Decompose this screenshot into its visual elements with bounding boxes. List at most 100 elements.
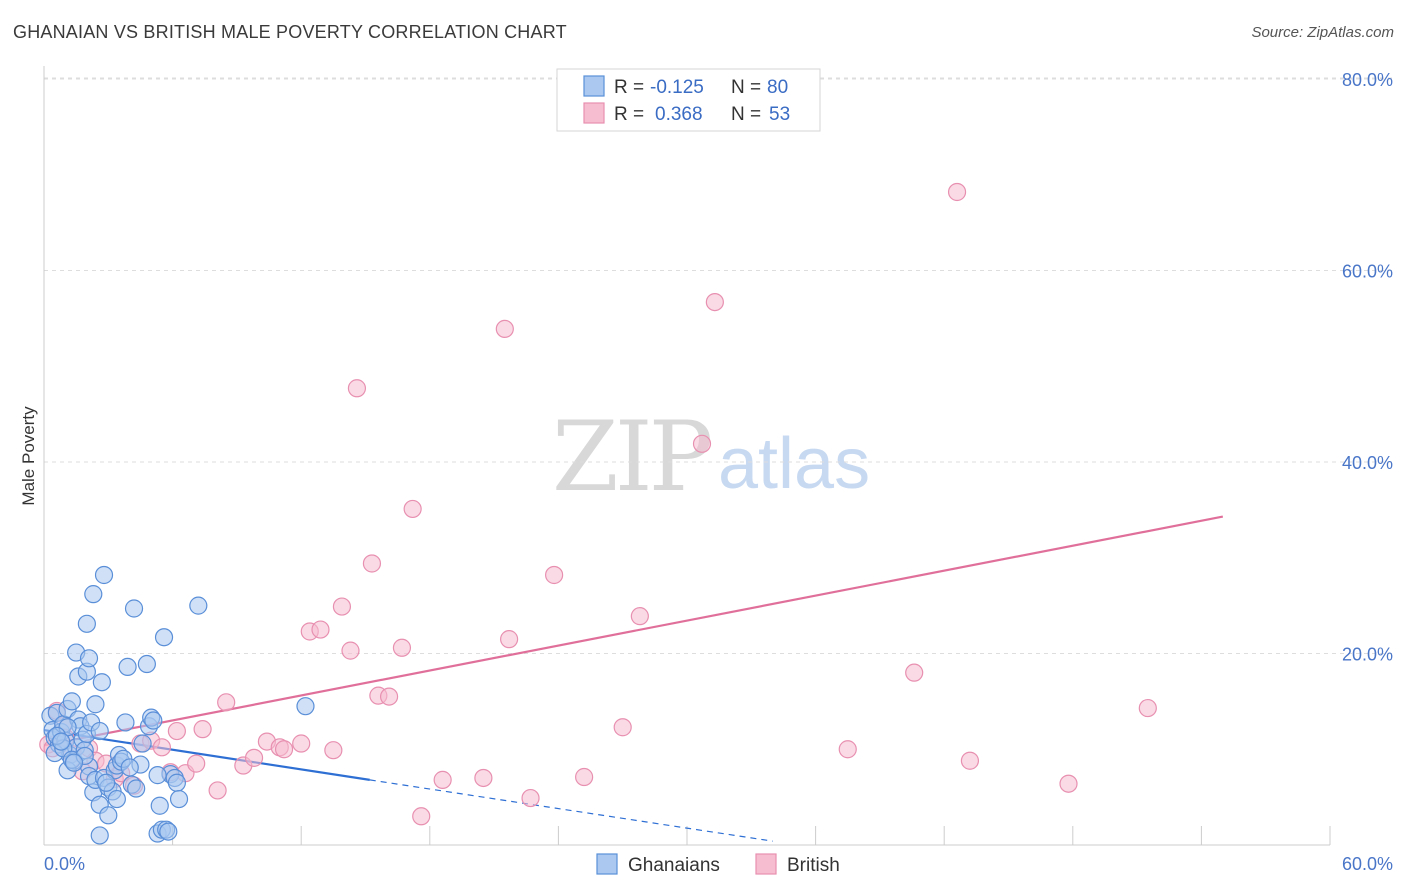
legend-r-value-1: -0.125	[650, 77, 704, 98]
legend-r-label-2: R =	[614, 104, 644, 125]
legend-n-value-1: 80	[767, 77, 788, 98]
british-point	[208, 781, 227, 800]
chart-title: GHANAIAN VS BRITISH MALE POVERTY CORRELA…	[13, 22, 567, 42]
british-point	[474, 768, 493, 788]
british-trend-line	[43, 515, 1224, 747]
british-point	[217, 693, 236, 712]
y-tick-label: 80.0%	[1342, 70, 1393, 90]
source-label: Source: ZipAtlas.com	[1251, 24, 1394, 41]
gridlines	[44, 77, 1392, 654]
ghanaian-point	[107, 789, 126, 809]
british-point	[193, 720, 212, 739]
british-point	[433, 770, 452, 789]
ghanaian-point	[116, 713, 135, 732]
british-point	[495, 319, 514, 339]
ghanaian-point	[124, 599, 144, 618]
british-point	[379, 687, 399, 706]
ghanaian-point	[118, 657, 137, 677]
y-tick-labels: 20.0% 40.0% 60.0% 80.0%	[1342, 70, 1393, 665]
ghanaian-point	[64, 753, 84, 772]
ghanaian-point	[154, 628, 174, 647]
x-tick-label: 60.0%	[1342, 854, 1393, 874]
british-point	[947, 182, 967, 202]
legend-n-label-2: N =	[731, 104, 761, 125]
legend-british-label: British	[787, 855, 840, 876]
y-tick-label: 40.0%	[1342, 453, 1393, 473]
x-tick-labels: 0.0% 60.0%	[44, 854, 1393, 874]
british-point	[630, 607, 649, 626]
legend-swatch-pink	[583, 102, 605, 124]
ghanaian-point	[86, 695, 105, 714]
ghanaian-point	[133, 734, 152, 753]
british-point	[960, 751, 980, 770]
ghanaian-point	[77, 614, 96, 633]
ghanaian-point	[189, 596, 208, 615]
british-point	[187, 754, 206, 773]
ghanaian-point	[62, 692, 81, 711]
ghanaian-point	[79, 649, 99, 668]
british-point	[838, 740, 857, 759]
british-point	[292, 734, 311, 753]
british-point	[274, 740, 294, 759]
british-point	[362, 554, 382, 573]
ghanaian-trend-extension	[369, 779, 773, 842]
y-tick-label: 20.0%	[1342, 645, 1393, 665]
british-point	[575, 767, 594, 787]
ghanaian-point	[167, 773, 186, 792]
legend-ghanaians-swatch	[596, 853, 618, 875]
y-axis-label: Male Poverty	[19, 406, 38, 506]
ghanaian-point	[97, 773, 116, 792]
british-point	[613, 718, 632, 737]
legend-r-value-2: 0.368	[655, 104, 703, 125]
watermark-atlas: atlas	[718, 424, 870, 504]
british-point	[403, 499, 422, 519]
british-point	[692, 434, 712, 453]
legend-n-value-2: 53	[769, 104, 790, 125]
ghanaian-point	[159, 822, 178, 841]
legend-r-label-1: R =	[614, 77, 644, 98]
ghanaian-point	[127, 779, 146, 798]
british-point	[412, 807, 431, 826]
ghanaian-point	[99, 806, 118, 825]
british-point	[152, 738, 171, 757]
british-point	[705, 292, 724, 312]
british-point	[392, 638, 412, 657]
ghanaian-point	[169, 789, 189, 809]
british-point	[167, 721, 186, 741]
british-point	[244, 748, 264, 767]
british-point	[332, 597, 352, 616]
ghanaian-point	[84, 585, 103, 604]
legend-ghanaians-label: Ghanaians	[628, 855, 720, 876]
ghanaian-points	[41, 565, 315, 845]
ghanaian-point	[92, 673, 111, 692]
watermark-zip: ZIP	[552, 401, 711, 513]
y-tick-label: 60.0%	[1342, 262, 1393, 282]
british-point	[545, 565, 564, 585]
stats-legend: R = -0.125 N = 80 R = 0.368 N = 53	[556, 68, 821, 132]
british-point	[341, 641, 360, 660]
ghanaian-point	[144, 711, 163, 730]
ghanaian-point	[150, 796, 169, 815]
british-point	[1138, 698, 1157, 718]
legend-swatch-blue	[583, 75, 605, 97]
british-point	[324, 741, 343, 760]
ghanaian-point	[148, 766, 167, 785]
series-legend: Ghanaians British	[596, 853, 840, 876]
ghanaian-point	[120, 758, 139, 777]
ghanaian-point	[94, 565, 114, 585]
british-point	[500, 630, 519, 649]
british-point	[905, 663, 924, 682]
british-point	[1059, 774, 1078, 793]
british-point	[311, 620, 330, 639]
british-point	[347, 379, 367, 398]
ghanaian-point	[52, 732, 71, 751]
ghanaian-point	[90, 721, 109, 741]
ghanaian-point	[296, 697, 315, 716]
ghanaian-point	[137, 654, 156, 674]
legend-british-swatch	[755, 853, 777, 875]
legend-n-label-1: N =	[731, 77, 761, 98]
x-tick-label: 0.0%	[44, 854, 85, 874]
british-point	[521, 788, 540, 808]
ghanaian-point	[90, 826, 109, 845]
